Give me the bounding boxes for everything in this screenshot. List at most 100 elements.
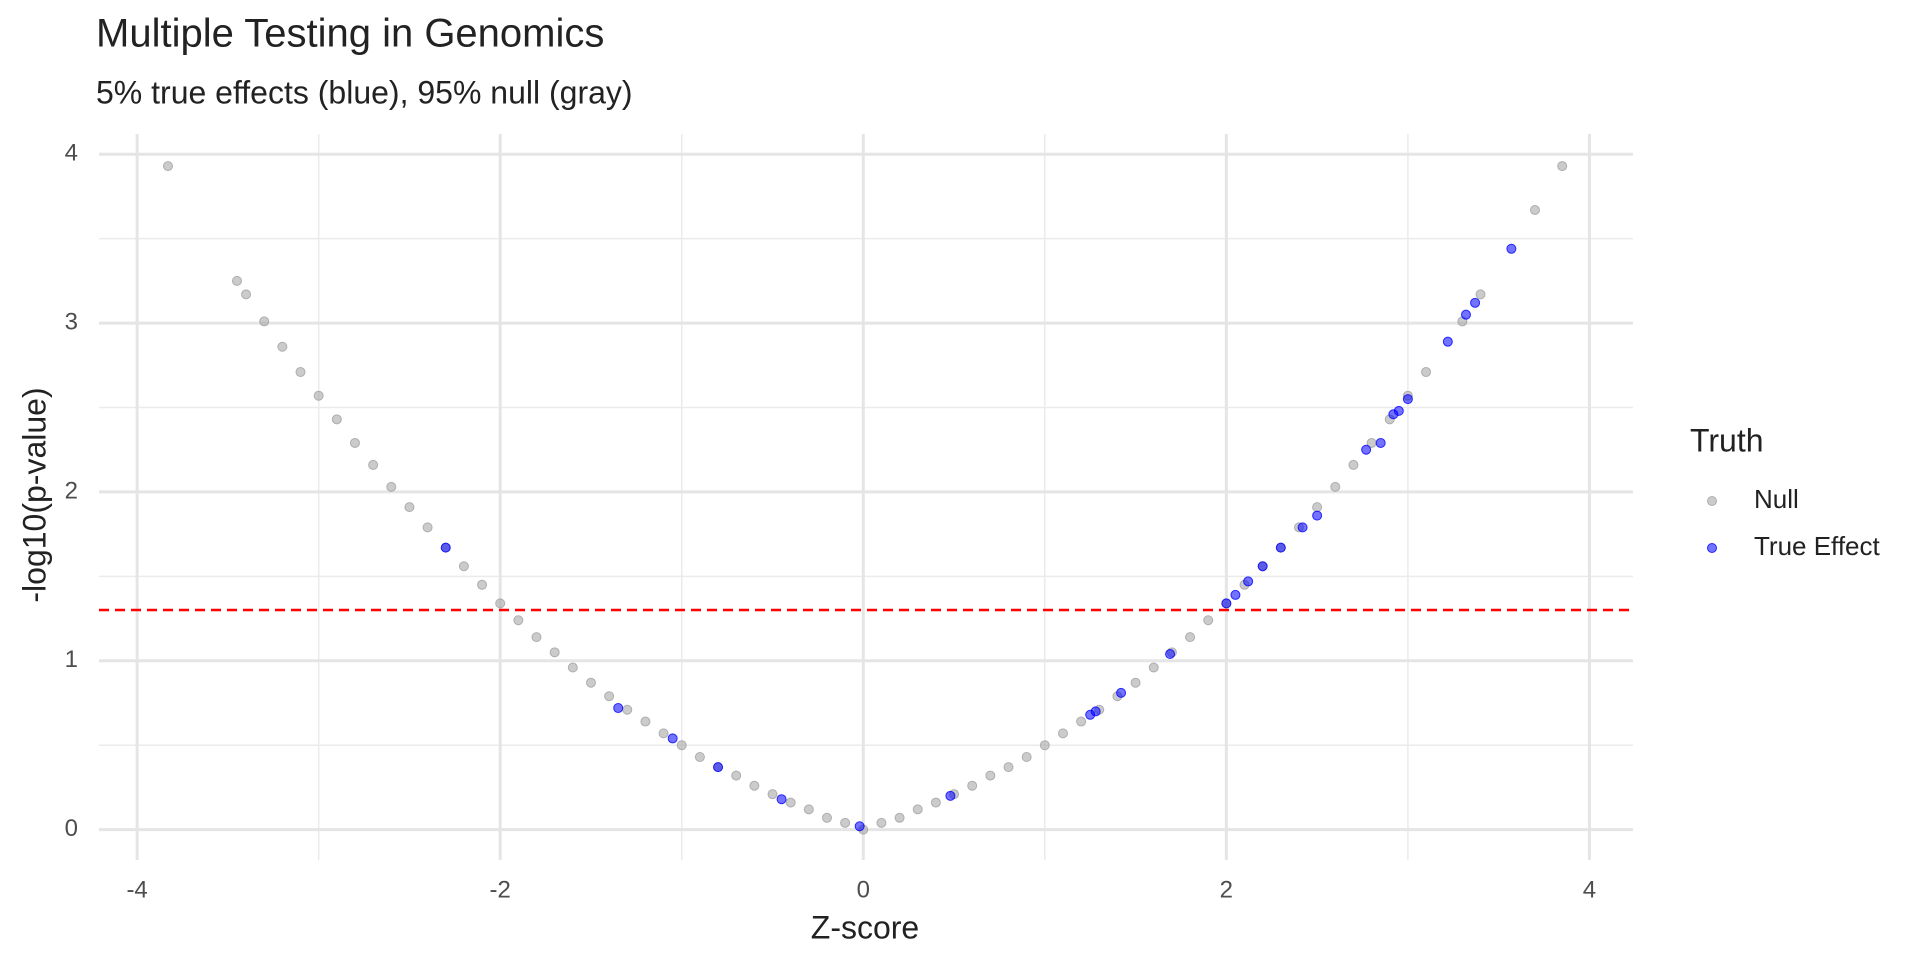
y-tick-label: 2 <box>65 477 78 504</box>
point <box>231 275 242 286</box>
point <box>259 316 270 327</box>
point <box>1257 561 1268 572</box>
legend-label: Null <box>1754 484 1799 514</box>
point <box>1130 677 1141 688</box>
point <box>945 790 956 801</box>
point <box>1039 740 1050 751</box>
point <box>1460 309 1471 320</box>
legend-label: True Effect <box>1754 531 1880 561</box>
chart-title: Multiple Testing in Genomics <box>96 12 604 56</box>
point <box>585 677 596 688</box>
point <box>640 716 651 727</box>
point <box>731 770 742 781</box>
point <box>622 704 633 715</box>
point <box>1021 752 1032 763</box>
point <box>1185 632 1196 643</box>
point <box>1230 589 1241 600</box>
point <box>1312 502 1323 513</box>
point <box>1312 510 1323 521</box>
point <box>477 579 488 590</box>
point <box>331 414 342 425</box>
point <box>495 598 506 609</box>
x-tick-label: 2 <box>1220 876 1233 903</box>
point <box>1475 289 1486 300</box>
point <box>386 481 397 492</box>
point <box>767 789 778 800</box>
point <box>912 804 923 815</box>
point <box>894 812 905 823</box>
point <box>241 289 252 300</box>
point <box>1243 576 1254 587</box>
point <box>1148 662 1159 673</box>
point <box>840 817 851 828</box>
point <box>277 341 288 352</box>
y-tick-label: 1 <box>65 646 78 673</box>
point <box>1421 367 1432 378</box>
point <box>404 502 415 513</box>
point <box>440 542 451 553</box>
point <box>162 161 173 172</box>
point <box>1221 598 1232 609</box>
point <box>1203 615 1214 626</box>
legend-marker <box>1707 496 1717 506</box>
point <box>1375 437 1386 448</box>
point <box>1057 728 1068 739</box>
point <box>1090 706 1101 717</box>
point <box>513 615 524 626</box>
point <box>694 752 705 763</box>
point <box>658 728 669 739</box>
x-tick-label: 0 <box>857 876 870 903</box>
point <box>313 390 324 401</box>
point <box>422 522 433 533</box>
point <box>1297 522 1308 533</box>
point <box>985 770 996 781</box>
point <box>1165 649 1176 660</box>
point <box>613 703 624 714</box>
point <box>1330 481 1341 492</box>
point <box>854 821 865 832</box>
point <box>1348 459 1359 470</box>
point <box>295 367 306 378</box>
point <box>749 780 760 791</box>
legend-title: Truth <box>1690 422 1764 458</box>
x-tick-label: -2 <box>490 876 511 903</box>
y-tick-label: 3 <box>65 308 78 335</box>
point <box>785 797 796 808</box>
point <box>1275 542 1286 553</box>
point <box>549 647 560 658</box>
point <box>930 797 941 808</box>
point <box>1393 405 1404 416</box>
chart-subtitle: 5% true effects (blue), 95% null (gray) <box>96 74 633 110</box>
point <box>776 794 787 805</box>
point <box>667 733 678 744</box>
x-tick-label: 4 <box>1583 876 1596 903</box>
point <box>713 762 724 773</box>
x-axis-title: Z-score <box>811 909 919 945</box>
point <box>1361 444 1372 455</box>
point <box>676 740 687 751</box>
point <box>1557 161 1568 172</box>
point <box>1003 762 1014 773</box>
point <box>567 662 578 673</box>
point <box>1506 243 1517 254</box>
y-tick-label: 4 <box>65 140 78 167</box>
point <box>1076 716 1087 727</box>
y-axis-title: -log10(p-value) <box>16 387 52 602</box>
point <box>1529 204 1540 215</box>
point <box>458 561 469 572</box>
point <box>1116 687 1127 698</box>
point <box>803 804 814 815</box>
y-tick-label: 0 <box>65 815 78 842</box>
legend-marker <box>1707 543 1717 553</box>
point <box>1402 394 1413 405</box>
point <box>1470 297 1481 308</box>
point <box>1442 336 1453 347</box>
point <box>967 780 978 791</box>
point <box>876 817 887 828</box>
point <box>604 691 615 702</box>
point <box>821 812 832 823</box>
x-tick-label: -4 <box>126 876 147 903</box>
point <box>531 632 542 643</box>
point <box>349 437 360 448</box>
